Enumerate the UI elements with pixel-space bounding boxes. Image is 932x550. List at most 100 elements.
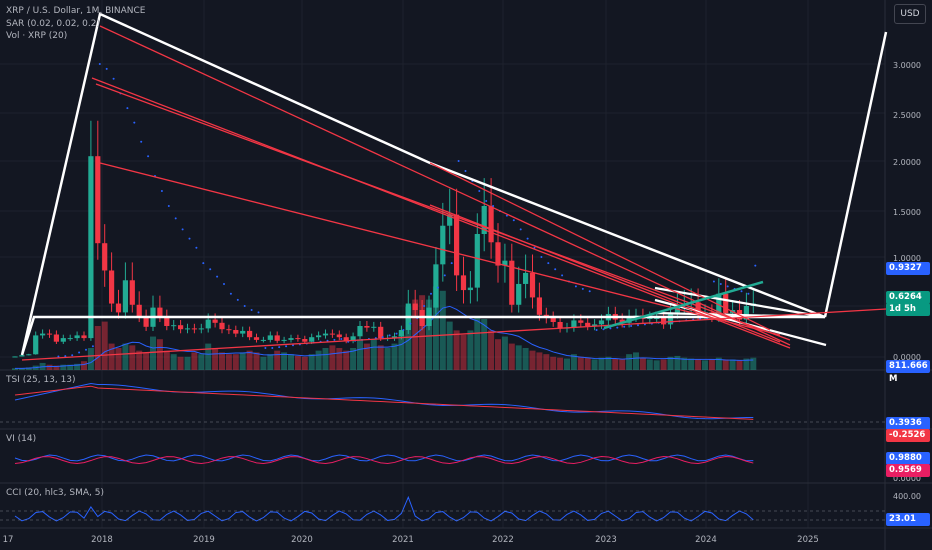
volume-bar [94, 326, 101, 370]
vi-legend[interactable]: VI (14) [6, 434, 37, 444]
time-tick: 2022 [492, 535, 514, 545]
sar-dot [223, 282, 225, 285]
time-tick: 2024 [695, 535, 717, 545]
volume-bar [646, 359, 653, 370]
sar-dot [167, 205, 170, 207]
volume-bar [598, 357, 605, 370]
candle-body [102, 243, 108, 271]
sar-dot [581, 287, 584, 290]
sar-dot [243, 305, 246, 307]
volume-bar [225, 354, 232, 370]
candle-body [350, 336, 356, 341]
cci-line [14, 495, 754, 522]
volume-bar [87, 348, 94, 370]
vi-plus-badge: 0.9880 [886, 452, 930, 465]
tsi-legend[interactable]: TSI (25, 13, 13) [6, 375, 76, 385]
sar-dot [574, 285, 577, 288]
volume-bar [143, 352, 150, 370]
volume-bar [570, 354, 577, 370]
candle-body [322, 333, 329, 336]
candle-body [122, 280, 128, 313]
sar-dot [616, 326, 619, 329]
user-drawings[interactable] [20, 12, 888, 361]
volume-legend[interactable]: Vol · XRP (20) [6, 31, 68, 41]
volume-bar [163, 350, 170, 370]
candle-body [95, 156, 101, 244]
sar-dot [292, 344, 294, 347]
candle-body [316, 335, 322, 338]
volume-bar [543, 354, 550, 370]
time-tick: 2019 [193, 535, 215, 545]
sar-dot [450, 262, 453, 265]
candle-body [488, 206, 494, 243]
sar-dot [236, 298, 239, 301]
currency-button[interactable]: USD [894, 4, 926, 24]
candle-body [502, 260, 508, 266]
candle-body [592, 324, 598, 326]
sar-dot [630, 325, 633, 327]
sar-dot [229, 292, 232, 295]
candle-body [46, 333, 53, 335]
volume-bar [246, 350, 253, 370]
volume-ma-line [15, 305, 754, 369]
symbol-legend[interactable]: XRP / U.S. Dollar, 1M, BINANCE [6, 6, 146, 16]
volume-bar [743, 358, 750, 370]
volume-bar [405, 306, 412, 370]
candle-body [233, 330, 239, 334]
volume-bar [508, 343, 515, 370]
candle-body [364, 326, 370, 328]
sar-dot [257, 311, 260, 314]
volume-bar [308, 354, 315, 370]
candle-body [247, 330, 253, 338]
volume-bar [501, 336, 508, 370]
candle-body [19, 355, 25, 357]
volume-bar [377, 345, 384, 370]
sar-dot [637, 324, 639, 327]
sar-dot [554, 268, 557, 271]
volume-bar [750, 357, 757, 370]
volume-bar [515, 345, 522, 370]
candle-body [288, 338, 294, 340]
candle-body [654, 318, 660, 319]
candle-body [184, 328, 191, 330]
indicator-panes [0, 382, 885, 522]
candle-body [219, 322, 225, 330]
volume-bar [219, 352, 225, 370]
volume-bar [536, 352, 543, 370]
cci-legend[interactable]: CCI (20, hlc3, SMA, 5) [6, 488, 104, 498]
candle-body [371, 326, 377, 328]
sar-dot [602, 328, 605, 331]
volume-bar [129, 345, 136, 370]
sar-dot [595, 329, 598, 331]
volume-bar [653, 360, 660, 370]
sar-dot [443, 274, 446, 277]
candle-body [136, 304, 142, 317]
candle-body [115, 303, 122, 313]
candle-body [212, 319, 218, 323]
sar-legend[interactable]: SAR (0.02, 0.02, 0.2) [6, 19, 101, 29]
volume-bar [232, 354, 239, 370]
volume-bar [667, 356, 674, 370]
fib-fan-line [99, 162, 781, 336]
candle-body [398, 330, 404, 337]
sar-dot [505, 214, 508, 217]
volume-bar [660, 359, 667, 370]
candle-body [460, 275, 467, 291]
candle-body [661, 318, 667, 325]
candle-body [33, 335, 39, 355]
candle-body [723, 293, 729, 314]
candle-body [357, 326, 363, 337]
candle-body [523, 272, 529, 284]
candle-body [74, 335, 80, 339]
vi-minus-badge: 0.9569 [886, 464, 930, 477]
candle-body [329, 333, 335, 335]
volume-bar [688, 358, 695, 370]
candle-body [578, 320, 584, 323]
sar-dot [278, 346, 281, 349]
sar-dot [609, 327, 612, 330]
candle-body [260, 339, 266, 341]
sar-dot [754, 264, 757, 267]
volume-bar [81, 361, 87, 370]
candle-body [205, 319, 211, 329]
